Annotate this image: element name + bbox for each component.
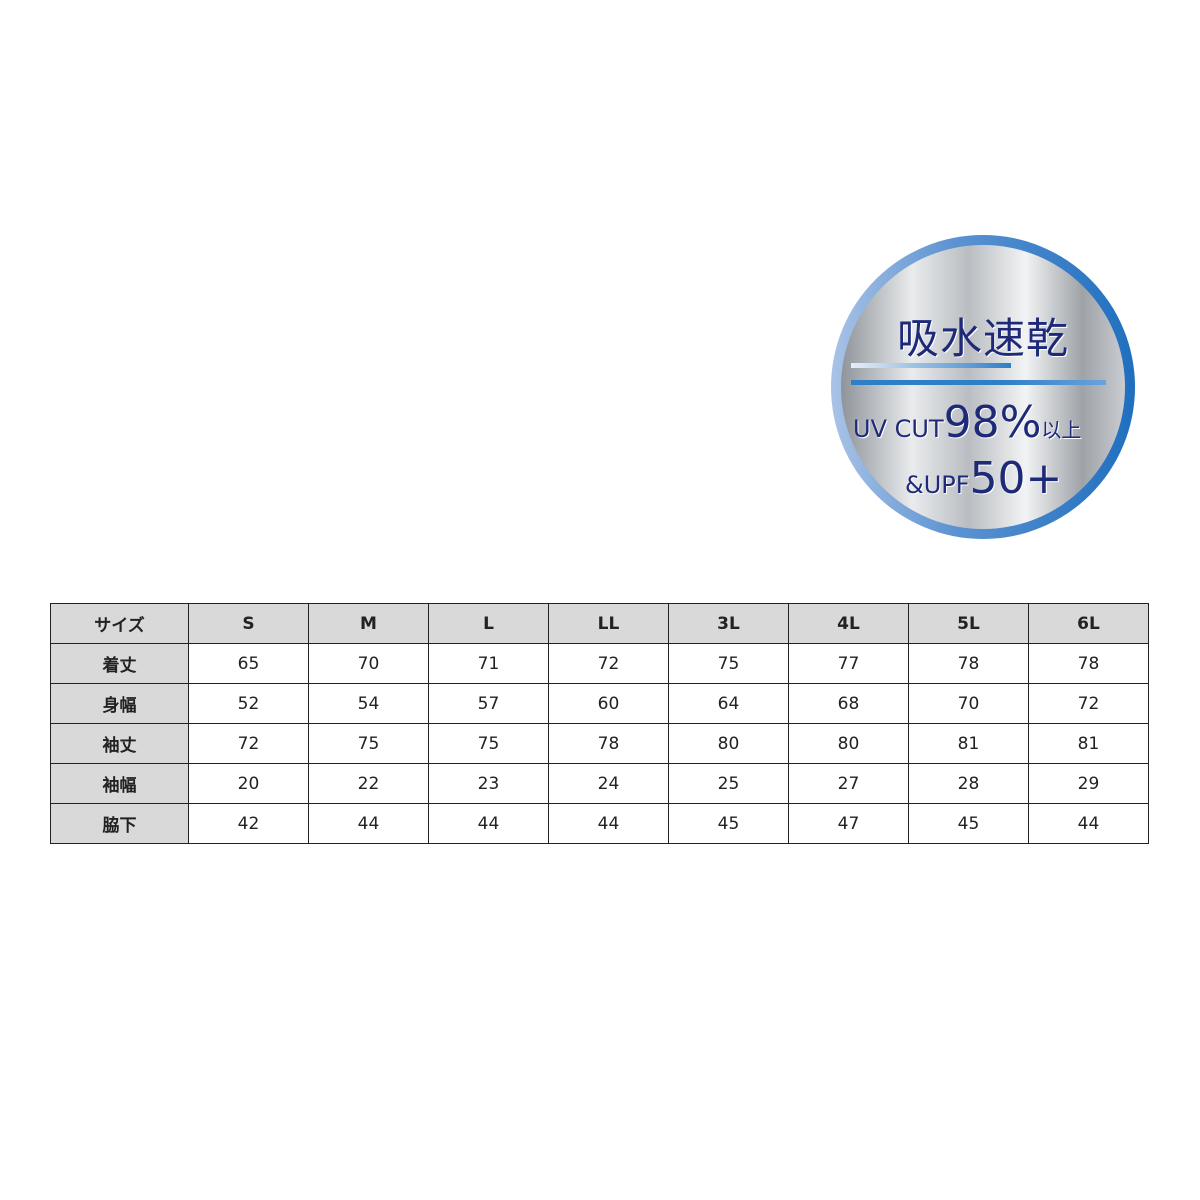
measurement-cell: 68 [788,683,909,724]
size-header: 4L [788,603,909,644]
measurement-cell: 72 [548,643,669,684]
measurement-cell: 25 [668,763,789,804]
measurement-cell: 44 [428,803,549,844]
measurement-cell: 78 [908,643,1029,684]
table-row: 袖幅 20 22 23 24 25 27 28 29 [50,763,1149,804]
measurement-cell: 60 [548,683,669,724]
measurement-cell: 28 [908,763,1029,804]
badge-divider [851,363,1011,368]
uv-suffix: 以上 [1041,418,1082,442]
header-row: サイズ S M L LL 3L 4L 5L 6L [50,603,1149,644]
table-row: 着丈 65 70 71 72 75 77 78 78 [50,643,1149,684]
measurement-cell: 54 [308,683,429,724]
uv-value: 98% [943,397,1042,448]
measurement-cell: 70 [908,683,1029,724]
measurement-cell: 64 [668,683,789,724]
table-row: 袖丈 72 75 75 78 80 80 81 81 [50,723,1149,764]
measurement-cell: 75 [428,723,549,764]
measurement-cell: 44 [308,803,429,844]
table-row: 脇下 42 44 44 44 45 47 45 44 [50,803,1149,844]
size-table: サイズ S M L LL 3L 4L 5L 6L 着丈 65 70 71 72 75 77 78 78 身幅 52 54… [50,603,1149,844]
size-header: LL [548,603,669,644]
measurement-cell: 77 [788,643,909,684]
badge-title: 吸水速乾 [896,314,1069,363]
upf-line: &UPF50+ [905,453,1062,504]
size-header: M [308,603,429,644]
measurement-cell: 81 [1028,723,1149,764]
uv-cut-line: UV CUT98%以上 [853,397,1081,448]
measurement-cell: 27 [788,763,909,804]
measurement-cell: 45 [668,803,789,844]
measurement-cell: 42 [188,803,309,844]
size-header: L [428,603,549,644]
row-label: 袖丈 [50,723,189,764]
uv-prefix: UV CUT [853,415,944,443]
measurement-cell: 78 [1028,643,1149,684]
badge-divider [851,380,1106,385]
measurement-cell: 57 [428,683,549,724]
upf-prefix: &UPF [905,471,970,499]
row-label: 着丈 [50,643,189,684]
measurement-cell: 65 [188,643,309,684]
size-label-header: サイズ [50,603,189,644]
measurement-cell: 47 [788,803,909,844]
table-row: 身幅 52 54 57 60 64 68 70 72 [50,683,1149,724]
measurement-cell: 72 [188,723,309,764]
badge-inner: 吸水速乾 UV CUT98%以上 &UPF50+ [841,245,1125,529]
uv-cut-badge: 吸水速乾 UV CUT98%以上 &UPF50+ [831,235,1135,539]
row-label: 袖幅 [50,763,189,804]
measurement-cell: 71 [428,643,549,684]
upf-value: 50+ [969,453,1063,504]
measurement-cell: 44 [548,803,669,844]
size-header: 3L [668,603,789,644]
size-header: 5L [908,603,1029,644]
measurement-cell: 72 [1028,683,1149,724]
measurement-cell: 70 [308,643,429,684]
row-label: 脇下 [50,803,189,844]
row-label: 身幅 [50,683,189,724]
size-header: 6L [1028,603,1149,644]
measurement-cell: 24 [548,763,669,804]
measurement-cell: 75 [668,643,789,684]
measurement-cell: 52 [188,683,309,724]
measurement-cell: 22 [308,763,429,804]
measurement-cell: 23 [428,763,549,804]
measurement-cell: 80 [668,723,789,764]
measurement-cell: 45 [908,803,1029,844]
size-header: S [188,603,309,644]
measurement-cell: 78 [548,723,669,764]
measurement-cell: 20 [188,763,309,804]
measurement-cell: 44 [1028,803,1149,844]
measurement-cell: 75 [308,723,429,764]
measurement-cell: 29 [1028,763,1149,804]
measurement-cell: 81 [908,723,1029,764]
measurement-cell: 80 [788,723,909,764]
